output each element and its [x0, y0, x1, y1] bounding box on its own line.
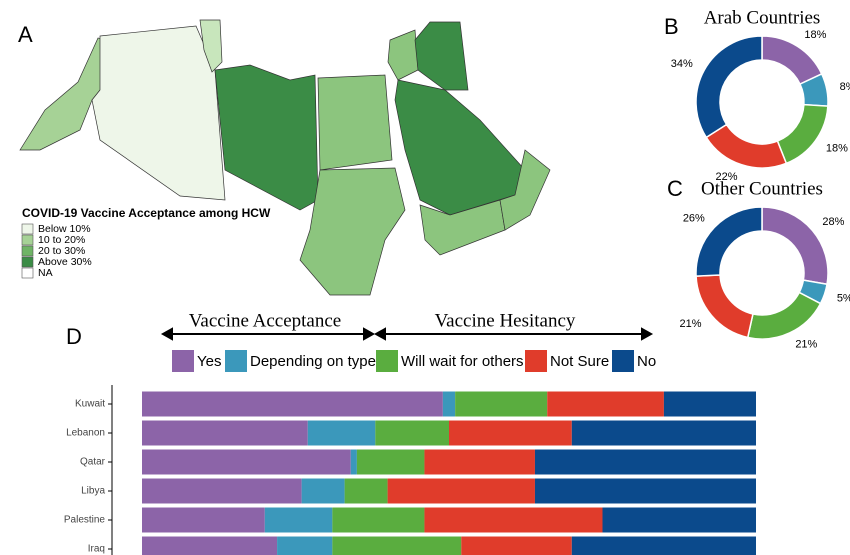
donut-slice: [746, 291, 822, 340]
data-label: 34%: [671, 58, 693, 70]
legend-swatch: [172, 350, 194, 372]
legend-swatch: [21, 234, 34, 246]
legend-swatch: [21, 267, 34, 279]
bar-segment: [449, 420, 572, 446]
region: [317, 74, 393, 171]
data-label: 18%: [804, 29, 826, 41]
bar-segment: [142, 391, 443, 417]
region: [91, 25, 226, 201]
donut-slice: [776, 103, 829, 165]
donut-slice: [695, 274, 754, 339]
chart-title: Other Countries: [701, 178, 823, 199]
bar-segment: [332, 507, 425, 533]
bar-segment: [350, 449, 357, 475]
donut-slice: [695, 206, 763, 277]
legend-swatch: [225, 350, 247, 372]
bar-segment: [142, 449, 351, 475]
bar-segment: [142, 478, 302, 504]
donut-slice: [695, 35, 763, 139]
data-label: 28%: [822, 216, 844, 228]
bar-segment: [571, 420, 756, 446]
bar-segment: [424, 507, 603, 533]
data-label: 5%: [837, 292, 850, 304]
bar-segment: [387, 478, 535, 504]
data-label: 8%: [840, 81, 850, 93]
panel-label: C: [667, 176, 683, 201]
bar-segment: [356, 449, 425, 475]
donut-slice: [761, 206, 829, 286]
legend-swatch: [525, 350, 547, 372]
legend-swatch: [376, 350, 398, 372]
data-label: 18%: [826, 142, 848, 154]
legend-swatch: [21, 223, 34, 235]
arrows: [160, 327, 654, 341]
legend-label: Not Sure: [550, 353, 609, 370]
region: [199, 19, 223, 73]
annotation: Vaccine Acceptance: [189, 310, 341, 331]
donut-slice: [761, 35, 823, 86]
panel-label: A: [18, 22, 33, 47]
bar-segment: [442, 391, 456, 417]
legend-swatch: [612, 350, 634, 372]
bar-segment: [142, 536, 278, 555]
panel-label: D: [66, 324, 82, 349]
bar-segment: [277, 536, 333, 555]
legend-label: 20 to 30%: [38, 245, 85, 257]
region: [299, 167, 406, 296]
map-legend-title: COVID-19 Vaccine Acceptance among HCW: [22, 206, 271, 220]
bar-segment: [307, 420, 376, 446]
bar-segment: [142, 507, 265, 533]
y-tick-label: Iraq: [88, 544, 105, 555]
bar-segment: [534, 449, 756, 475]
region: [499, 149, 551, 231]
chart-title: Arab Countries: [704, 7, 821, 28]
bar-segment: [547, 391, 664, 417]
bar-segment: [375, 420, 449, 446]
panel-label: B: [664, 14, 679, 39]
legend-swatch: [21, 256, 34, 268]
bar-segment: [455, 391, 548, 417]
data-label: 22%: [716, 171, 738, 183]
donut-slice: [705, 123, 788, 169]
bar-segment: [424, 449, 535, 475]
y-tick-label: Lebanon: [66, 428, 105, 439]
legend-label: Depending on type: [250, 353, 376, 370]
map: [19, 19, 551, 296]
bar-segment: [461, 536, 572, 555]
bar-segment: [571, 536, 756, 555]
legend-label: Yes: [197, 353, 221, 370]
bar-segment: [344, 478, 388, 504]
legend-label: 10 to 20%: [38, 234, 85, 246]
data-label: 26%: [683, 212, 705, 224]
region: [394, 79, 526, 216]
legend-label: NA: [38, 267, 53, 279]
bar-segment: [301, 478, 345, 504]
bar-segment: [534, 478, 756, 504]
y-tick-label: Libya: [81, 486, 105, 497]
data-label: 21%: [795, 339, 817, 351]
region: [387, 29, 419, 81]
bar-segment: [264, 507, 333, 533]
region: [214, 64, 319, 211]
y-tick-label: Palestine: [64, 515, 106, 526]
bar-segment: [602, 507, 756, 533]
data-label: 21%: [680, 318, 702, 330]
legend-label: Above 30%: [38, 256, 92, 268]
legend-swatch: [21, 245, 34, 257]
legend-label: Below 10%: [38, 223, 91, 235]
bar-segment: [332, 536, 462, 555]
y-tick-label: Qatar: [80, 457, 106, 468]
bar-segment: [663, 391, 756, 417]
region: [414, 21, 469, 91]
map-legend: Below 10%10 to 20%20 to 30%Above 30%NA: [21, 223, 92, 279]
bar-segment: [142, 420, 308, 446]
legend-label: Will wait for others: [401, 353, 524, 370]
legend-label: No: [637, 353, 656, 370]
annotation: Vaccine Hesitancy: [435, 310, 576, 331]
y-tick-label: Kuwait: [75, 399, 105, 410]
